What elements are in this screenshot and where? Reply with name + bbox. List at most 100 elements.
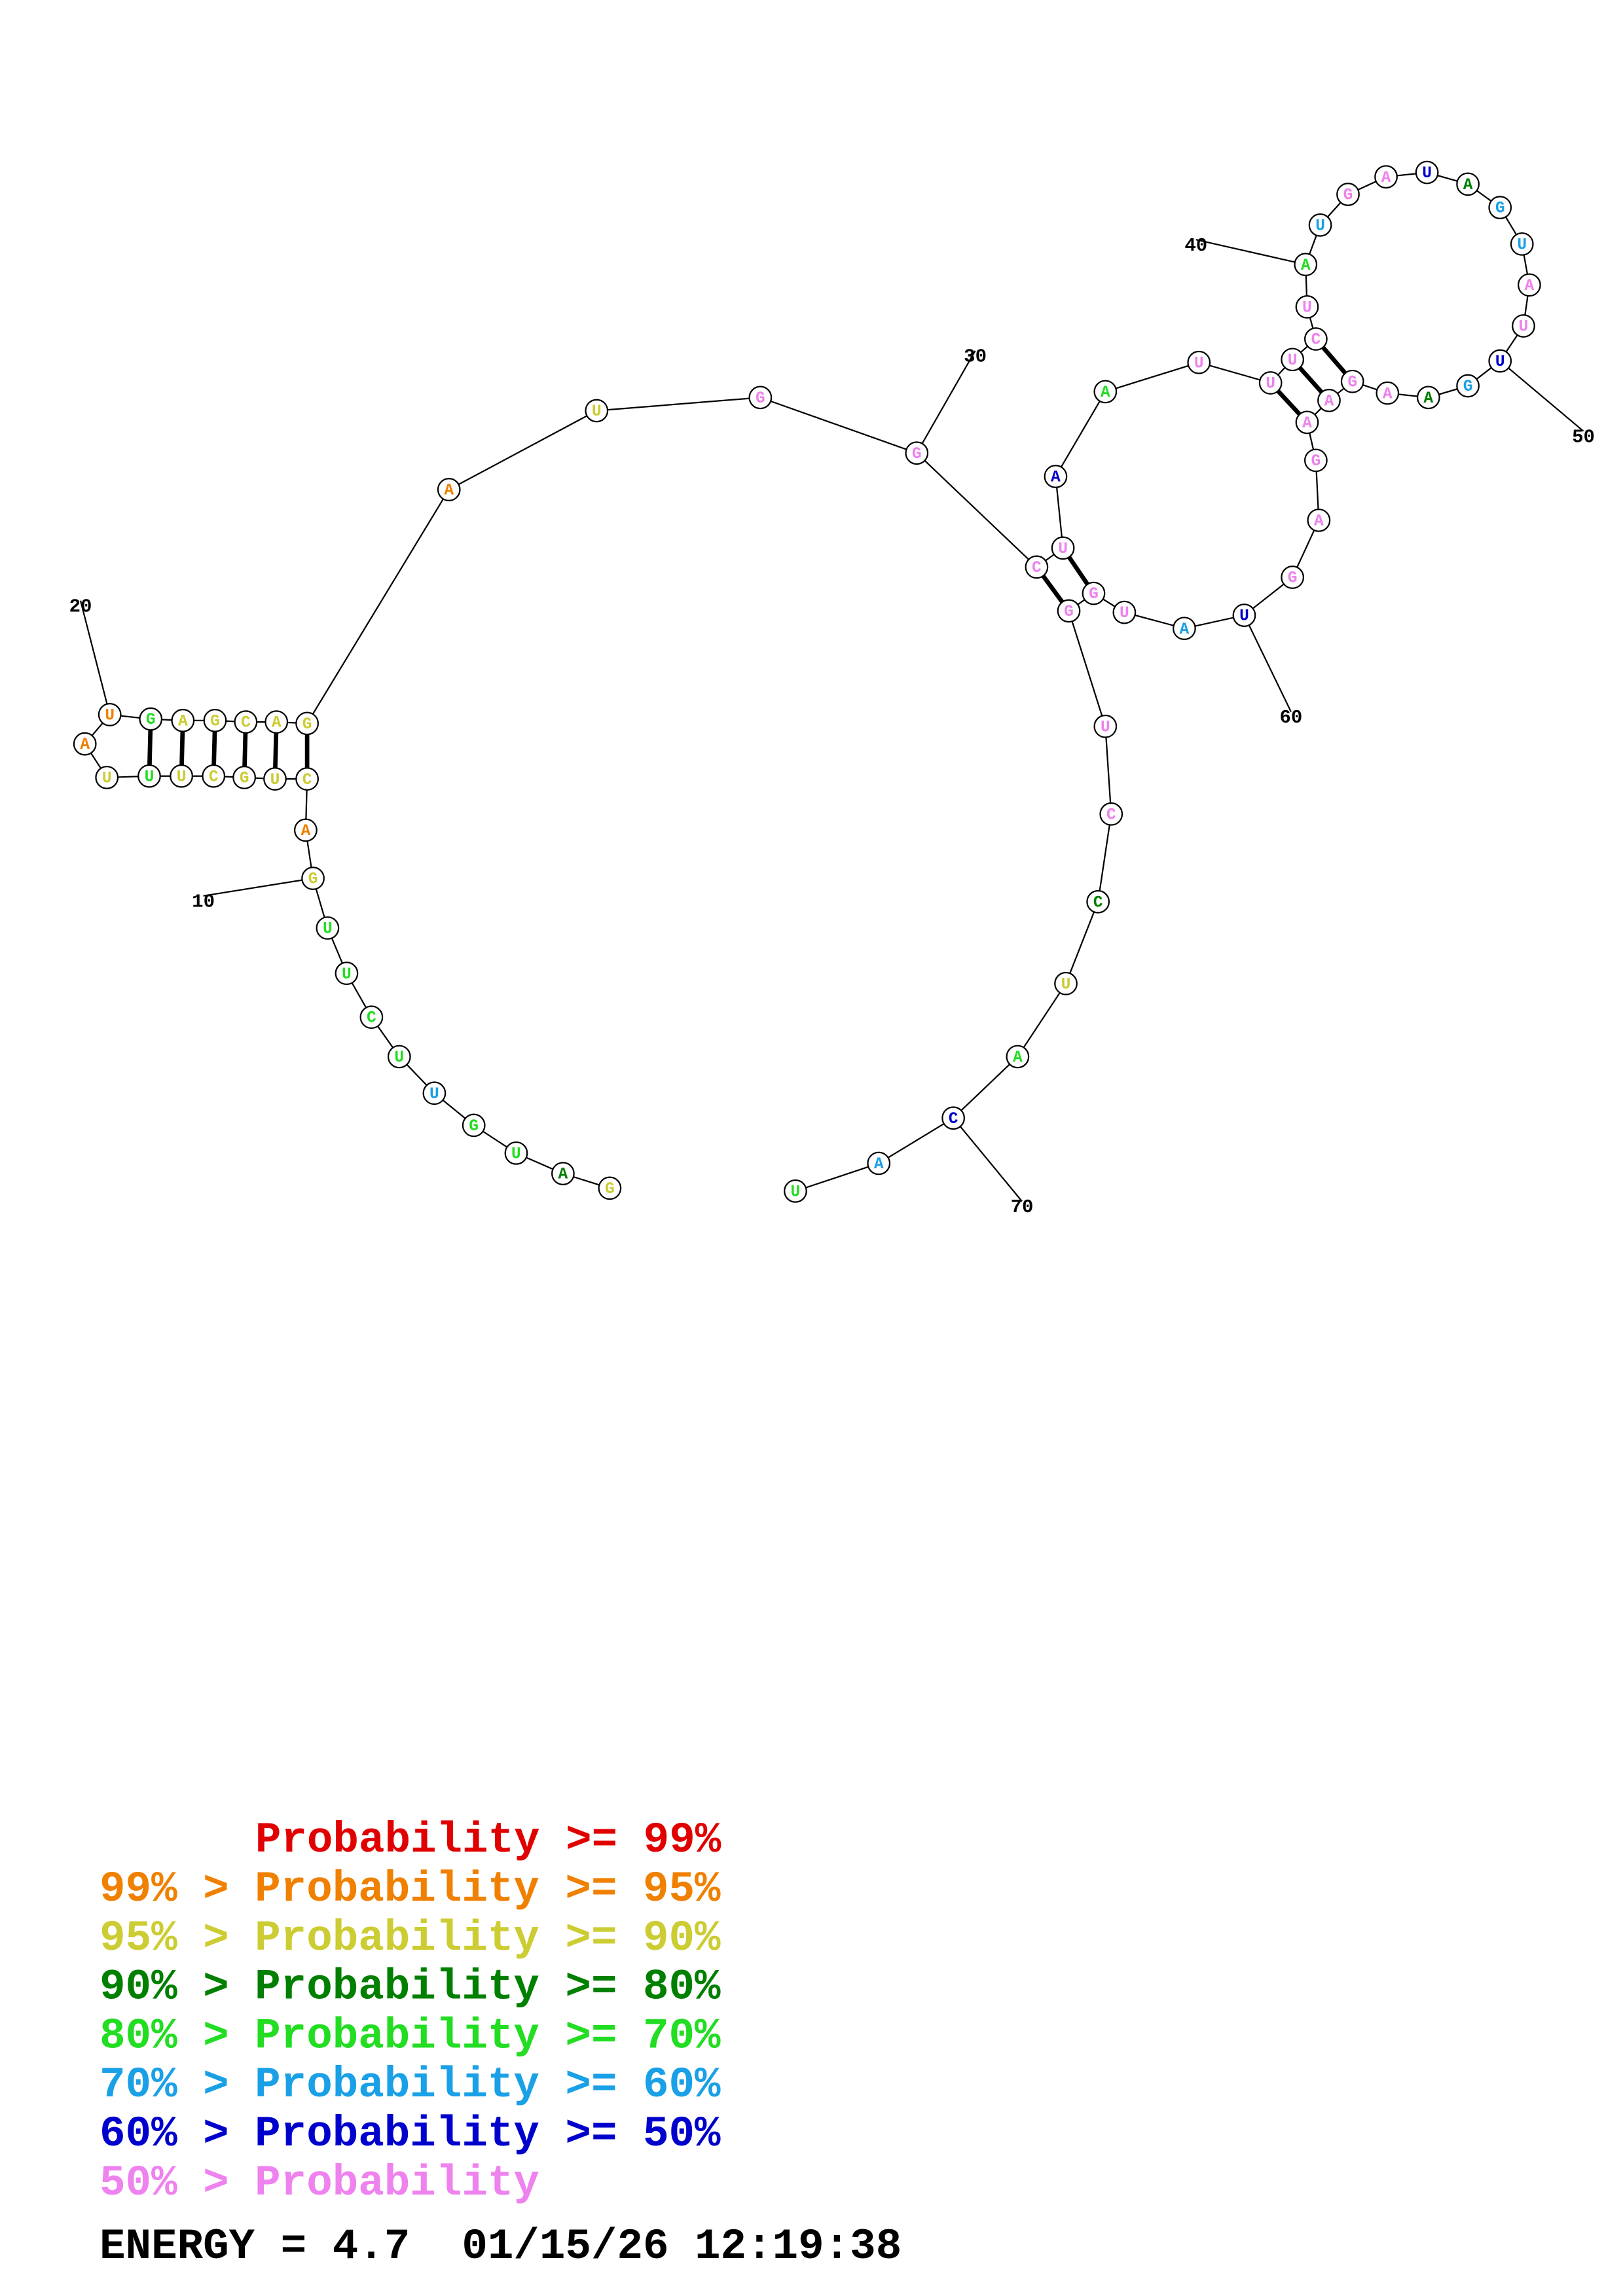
nucleotide-base: A: [444, 482, 454, 500]
nucleotide-base: U: [1315, 217, 1325, 235]
backbone-segment: [1104, 361, 1199, 393]
nucleotide-base: G: [912, 446, 922, 463]
nucleotide-base: A: [1101, 384, 1110, 402]
backbone-segment: [596, 397, 761, 412]
nucleotide-circle: [171, 708, 195, 732]
nucleotide-base: A: [558, 1166, 568, 1184]
nucleotide-circle: [941, 1106, 965, 1130]
nucleotide-circle: [598, 1176, 622, 1200]
position-tick: [953, 1117, 1023, 1202]
nucleotide-base: C: [949, 1111, 958, 1128]
nucleotide-circle: [234, 710, 258, 734]
nucleotide-circle: [1232, 603, 1256, 627]
position-tick: [1499, 360, 1584, 432]
backbone-segment: [1065, 901, 1099, 984]
nucleotide-circle: [1308, 213, 1332, 237]
nucleotide-base: C: [1032, 560, 1042, 577]
nucleotide-circle: [1187, 350, 1211, 374]
legend-entry: 50% > Probability: [100, 2159, 539, 2208]
legend-entry: 99% > Probability >= 95%: [100, 1865, 721, 1914]
nucleotide-circle: [203, 708, 227, 732]
nucleotide-circle: [1099, 802, 1123, 826]
nucleotide-base: U: [1194, 355, 1204, 372]
backbone-segment: [916, 452, 1038, 568]
nucleotide-base: U: [342, 966, 352, 984]
nucleotide-circle: [1456, 172, 1480, 196]
legend-entry: 60% > Probability >= 50%: [100, 2109, 721, 2159]
nucleotide-base: U: [145, 768, 155, 786]
nucleotide-base: G: [1495, 200, 1505, 218]
nucleotide-circle: [422, 1081, 447, 1105]
nucleotide-base: U: [1288, 352, 1298, 370]
nucleotide-base: A: [1301, 257, 1311, 275]
nucleotide-circle: [264, 710, 289, 734]
nucleotide-base: U: [791, 1183, 801, 1201]
nucleotide-circle: [301, 867, 325, 890]
nucleotide-circle: [1295, 410, 1319, 435]
nucleotide-base: U: [102, 770, 112, 788]
nucleotide-base: A: [1423, 390, 1433, 408]
nucleotide-circle: [1295, 295, 1319, 319]
nucleotide-circle: [1051, 536, 1075, 560]
nucleotide-base: G: [1347, 374, 1357, 391]
nucleotide-circle: [202, 764, 226, 788]
nucleotide-base: G: [1089, 586, 1099, 603]
position-label: 50: [1572, 426, 1595, 448]
nucleotide-base: A: [1302, 415, 1312, 433]
nucleotide-base: U: [1120, 605, 1129, 622]
nucleotide-base: C: [241, 715, 251, 732]
nucleotide-circle: [232, 766, 256, 789]
nucleotide-circle: [1488, 349, 1512, 373]
legend-entry: 90% > Probability >= 80%: [100, 1963, 721, 2012]
nucleotide-base: U: [592, 403, 602, 421]
nucleotide-base: A: [272, 715, 282, 732]
nucleotide-base: A: [1180, 621, 1190, 639]
nucleotide-circle: [139, 707, 163, 731]
nucleotide-base: G: [1463, 378, 1473, 396]
nucleotide-base: A: [1463, 177, 1473, 194]
nucleotide-circle: [1082, 581, 1106, 605]
nucleotide-base: G: [1311, 453, 1321, 471]
position-tick: [916, 350, 976, 454]
nucleotide-circle: [1025, 555, 1049, 579]
backbone-segment: [1097, 814, 1112, 902]
nucleotide-circle: [1006, 1045, 1030, 1069]
nucleotide-base: U: [1101, 719, 1110, 736]
nucleotide-circle: [73, 732, 97, 756]
nucleotide-circle: [1086, 889, 1110, 914]
legend-entry: Probability >= 99%: [255, 1816, 721, 1865]
position-tick: [1195, 239, 1306, 266]
nucleotide-circle: [95, 766, 119, 789]
nucleotide-base: U: [1519, 319, 1529, 336]
nucleotide-circle: [1518, 273, 1541, 297]
nucleotide-circle: [1415, 160, 1439, 185]
nucleotide-circle: [1340, 369, 1364, 393]
nucleotide-circle: [1336, 183, 1360, 206]
nucleotide-circle: [504, 1141, 528, 1165]
nucleotide-base: U: [270, 772, 280, 789]
nucleotide-base: A: [1324, 393, 1334, 410]
nucleotide-circle: [748, 386, 773, 410]
legend-entry: 70% > Probability >= 60%: [100, 2060, 721, 2109]
nucleotide-circle: [462, 1113, 486, 1138]
nucleotide-base: G: [1064, 603, 1074, 621]
nucleotide-base: G: [210, 713, 220, 730]
nucleotide-base: U: [1061, 976, 1071, 994]
nucleotide-base: G: [146, 711, 156, 729]
nucleotide-circle: [1317, 388, 1341, 412]
nucleotide-base: U: [394, 1049, 404, 1067]
nucleotide-base: C: [1311, 332, 1321, 350]
nucleotide-base: U: [511, 1145, 521, 1163]
backbone-segment: [759, 397, 917, 454]
nucleotide-circle: [551, 1162, 575, 1185]
nucleotide-circle: [1054, 971, 1078, 996]
nucleotide-base: A: [1314, 513, 1324, 531]
nucleotide-base: G: [1343, 187, 1353, 205]
position-label: 70: [1011, 1196, 1034, 1218]
backbone-layer: [79, 171, 1584, 1202]
nucleotide-circle: [1488, 196, 1512, 219]
nucleotide-base: U: [1422, 165, 1432, 183]
nucleotide-circle: [1294, 253, 1318, 277]
nucleotide-base: U: [1495, 353, 1505, 371]
